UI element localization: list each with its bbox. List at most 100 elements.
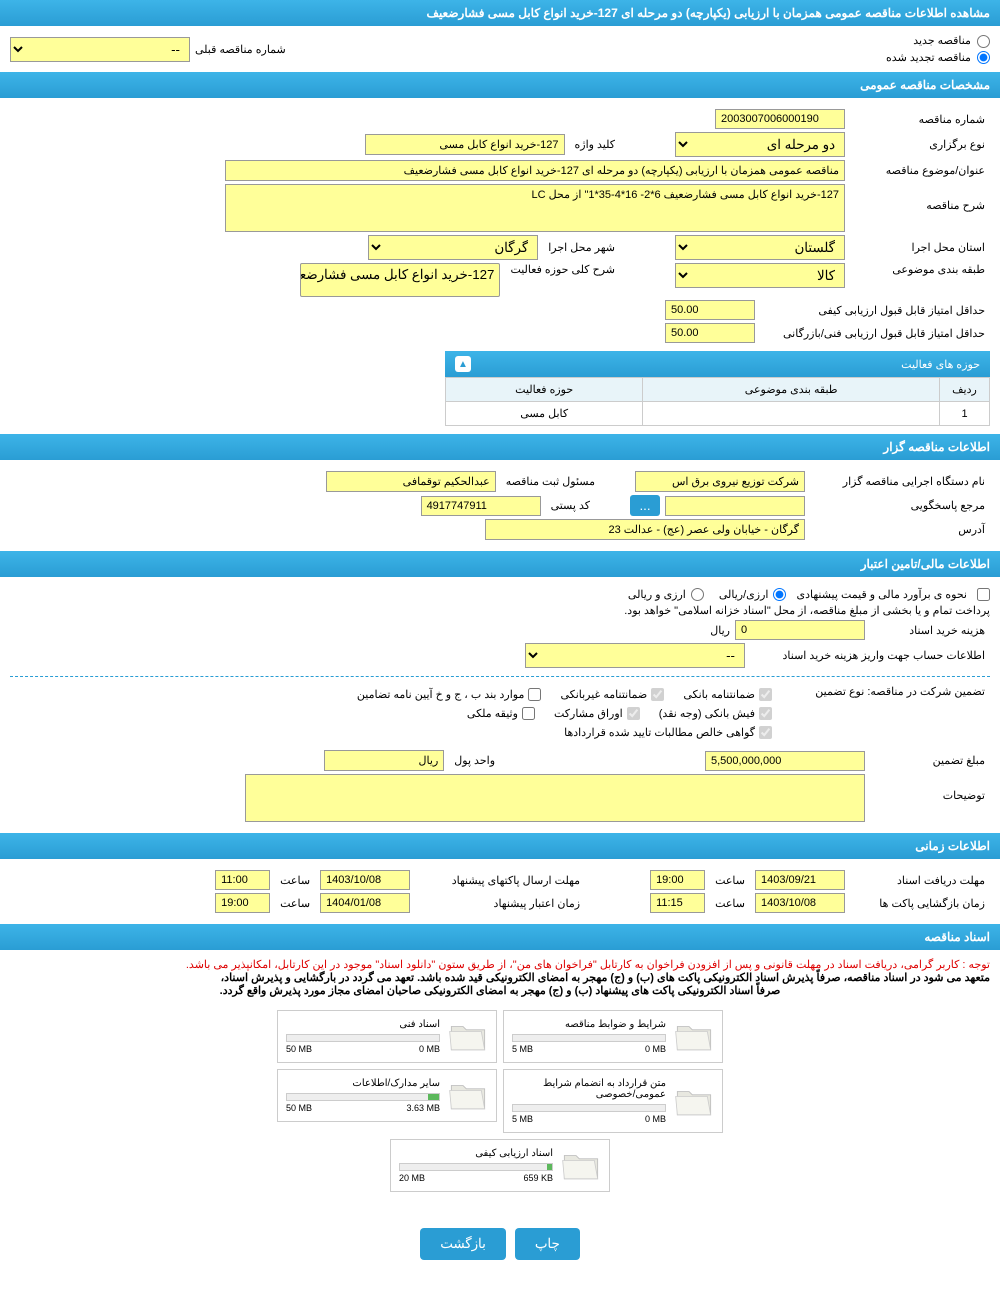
label-open: زمان بازگشایی پاکت ها bbox=[850, 897, 990, 910]
field-doc-cost: 0 bbox=[735, 620, 865, 640]
field-response-ref bbox=[665, 496, 805, 516]
field-tender-number: 2003007006000190 bbox=[715, 109, 845, 129]
file-title: شرایط و ضوابط مناقصه bbox=[512, 1019, 666, 1030]
select-category[interactable]: کالا bbox=[675, 263, 845, 288]
section-registrar-body: نام دستگاه اجرایی مناقصه گزار شرکت توزیع… bbox=[0, 460, 1000, 551]
label-guarantee-type: تضمین شرکت در مناقصه: نوع تضمین bbox=[780, 685, 990, 742]
file-sizes: 5 MB0 MB bbox=[512, 1044, 666, 1054]
file-box[interactable]: شرایط و ضوابط مناقصه 5 MB0 MB bbox=[503, 1010, 723, 1063]
print-button[interactable]: چاپ bbox=[515, 1228, 580, 1260]
label-address: آدرس bbox=[810, 523, 990, 536]
label-type: نوع برگزاری bbox=[850, 138, 990, 151]
file-sizes: 5 MB0 MB bbox=[512, 1114, 666, 1124]
radio-new-tender[interactable] bbox=[977, 35, 990, 48]
field-send-date: 1403/10/08 bbox=[320, 870, 410, 890]
label-currency: ریال bbox=[710, 624, 730, 637]
chk-method[interactable] bbox=[977, 588, 990, 601]
file-box[interactable]: اسناد ارزیابی کیفی20 MB659 KB bbox=[390, 1139, 610, 1192]
chk-nonbank[interactable] bbox=[651, 688, 664, 701]
radio-renewed-tender[interactable] bbox=[977, 51, 990, 64]
file-sizes: 50 MB3.63 MB bbox=[286, 1103, 440, 1113]
label-province: استان محل اجرا bbox=[850, 241, 990, 254]
file-box[interactable]: سایر مدارک/اطلاعات 50 MB3.63 MB bbox=[277, 1069, 497, 1122]
folder-icon bbox=[561, 1148, 601, 1183]
chk-bonds[interactable] bbox=[627, 707, 640, 720]
file-box[interactable]: اسناد فنی50 MB0 MB bbox=[277, 1010, 497, 1063]
field-responsible: عبدالحکیم توقمافی bbox=[326, 471, 496, 492]
label-title: عنوان/موضوع مناقصه bbox=[850, 164, 990, 177]
collapse-icon[interactable]: ▲ bbox=[455, 356, 471, 372]
chk-items[interactable] bbox=[528, 688, 541, 701]
file-box[interactable]: متن قرارداد به انضمام شرایط عمومی/خصوصی 5… bbox=[503, 1069, 723, 1133]
label-time-1: ساعت bbox=[710, 874, 750, 887]
prev-number-select[interactable]: -- bbox=[10, 37, 190, 62]
chk-cash[interactable] bbox=[759, 707, 772, 720]
label-time-3: ساعت bbox=[710, 897, 750, 910]
file-progress bbox=[286, 1093, 440, 1101]
section-general-body: شماره مناقصه 2003007006000190 نوع برگزار… bbox=[0, 98, 1000, 434]
action-buttons: چاپ بازگشت bbox=[0, 1213, 1000, 1275]
prev-number-label: شماره مناقصه قبلی bbox=[190, 43, 291, 56]
col-row: ردیف bbox=[940, 378, 990, 402]
field-address: گرگان - خیابان ولی عصر (عج) - عدالت 23 bbox=[485, 519, 805, 540]
field-min-qual: 50.00 bbox=[665, 300, 755, 320]
label-min-qual: حداقل امتیاز قابل قبول ارزیابی کیفی bbox=[760, 304, 990, 317]
file-title: اسناد ارزیابی کیفی bbox=[399, 1148, 553, 1159]
file-progress bbox=[512, 1034, 666, 1042]
select-type[interactable]: دو مرحله ای bbox=[675, 132, 845, 157]
label-min-tech: حداقل امتیاز قابل قبول ارزیابی فنی/بازرگ… bbox=[760, 327, 990, 340]
separator bbox=[10, 676, 990, 677]
label-guarantee-amount: مبلغ تضمین bbox=[870, 754, 990, 767]
label-opt2: ارزی و ریالی bbox=[628, 588, 686, 601]
file-progress bbox=[512, 1104, 666, 1112]
activity-table-container: حوزه های فعالیت ▲ ردیف طبقه بندی موضوعی … bbox=[445, 351, 990, 426]
field-postal: 4917747911 bbox=[421, 496, 541, 516]
table-row: 1 کابل مسی bbox=[446, 402, 990, 426]
section-docs-body: توجه : کاربر گرامی، دریافت اسناد در مهلت… bbox=[0, 950, 1000, 1213]
radio-both[interactable] bbox=[691, 588, 704, 601]
select-activity-desc[interactable]: 127-خرید انواع کابل مسی فشارضعیف 6*2- 16… bbox=[300, 263, 500, 297]
field-open-date: 1403/10/08 bbox=[755, 893, 845, 913]
activity-table: ردیف طبقه بندی موضوعی حوزه فعالیت 1 کابل… bbox=[445, 377, 990, 426]
docs-note-2: صرفاً اسناد الکترونیکی پاکت های پیشنهاد … bbox=[10, 984, 990, 997]
cell-domain: کابل مسی bbox=[446, 402, 643, 426]
field-title: مناقصه عمومی همزمان با ارزیابی (یکپارچه)… bbox=[225, 160, 845, 181]
folder-icon bbox=[448, 1078, 488, 1113]
files-grid: شرایط و ضوابط مناقصه 5 MB0 MB اسناد فنی50 … bbox=[10, 997, 990, 1205]
label-tender-number: شماره مناقصه bbox=[850, 113, 990, 126]
label-time-4: ساعت bbox=[275, 897, 315, 910]
field-guarantee-amount: 5,500,000,000 bbox=[705, 751, 865, 771]
select-account[interactable]: -- bbox=[525, 643, 745, 668]
label-activity-desc: شرح کلی حوزه فعالیت bbox=[505, 263, 620, 276]
file-title: سایر مدارک/اطلاعات bbox=[286, 1078, 440, 1089]
radio-rial[interactable] bbox=[773, 588, 786, 601]
chk-deed[interactable] bbox=[522, 707, 535, 720]
select-province[interactable]: گلستان bbox=[675, 235, 845, 260]
label-account: اطلاعات حساب جهت واریز هزینه خرید اسناد bbox=[750, 649, 990, 662]
label-chk-nonbank: ضمانتنامه غیربانکی bbox=[560, 688, 647, 701]
section-docs-header: اسناد مناقصه bbox=[0, 924, 1000, 950]
col-category: طبقه بندی موضوعی bbox=[643, 378, 940, 402]
back-button[interactable]: بازگشت bbox=[420, 1228, 506, 1260]
label-opt1: ارزی/ریالی bbox=[719, 588, 769, 601]
field-open-time: 11:15 bbox=[650, 893, 705, 913]
section-general-header: مشخصات مناقصه عمومی bbox=[0, 72, 1000, 98]
cell-row-num: 1 bbox=[940, 402, 990, 426]
label-send: مهلت ارسال پاکتهای پیشنهاد bbox=[415, 874, 585, 887]
label-doc-cost: هزینه خرید اسناد bbox=[870, 624, 990, 637]
chk-receivables[interactable] bbox=[759, 726, 772, 739]
col-domain: حوزه فعالیت bbox=[446, 378, 643, 402]
label-org: نام دستگاه اجرایی مناقصه گزار bbox=[810, 475, 990, 488]
chk-bank[interactable] bbox=[759, 688, 772, 701]
folder-icon bbox=[448, 1019, 488, 1054]
file-title: متن قرارداد به انضمام شرایط عمومی/خصوصی bbox=[512, 1078, 666, 1100]
tender-mode-row: مناقصه جدید مناقصه تجدید شده شماره مناقص… bbox=[0, 26, 1000, 72]
radio-new-label: مناقصه جدید bbox=[913, 35, 971, 47]
file-progress bbox=[286, 1034, 440, 1042]
cell-category bbox=[643, 402, 940, 426]
select-city[interactable]: گرگان bbox=[368, 235, 538, 260]
section-financial-header: اطلاعات مالی/تامین اعتبار bbox=[0, 551, 1000, 577]
label-category: طبقه بندی موضوعی bbox=[850, 263, 990, 276]
lookup-button[interactable]: ... bbox=[630, 495, 660, 516]
docs-note-1: متعهد می شود در اسناد مناقصه، صرفاً پذیر… bbox=[10, 971, 990, 984]
